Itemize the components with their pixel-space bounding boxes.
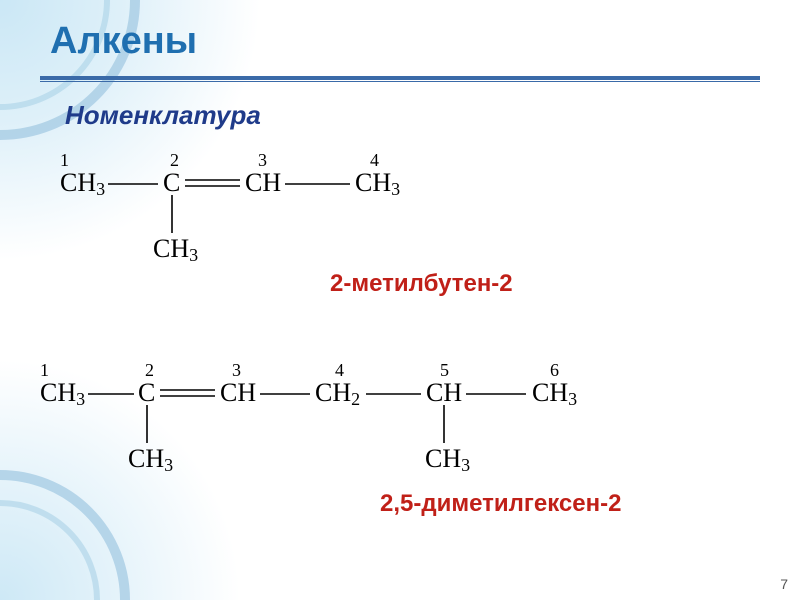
carbon-group: CH3: [425, 444, 470, 474]
slide: Алкены Номенклатура 1 2 3 4 CH3 C CH: [0, 0, 800, 600]
carbon-group: C: [138, 378, 155, 408]
page-number: 7: [780, 576, 788, 592]
bond-single: [366, 392, 421, 396]
carbon-group: CH2: [315, 378, 360, 408]
formula-2: 1 2 3 4 5 6 CH3 C CH CH2: [40, 360, 600, 510]
formula-1: 1 2 3 4 CH3 C CH CH3: [60, 150, 420, 290]
compound-name-1: 2-метилбутен-2: [330, 270, 513, 298]
carbon-group: CH: [426, 378, 462, 408]
carbon-group: CH3: [153, 234, 198, 264]
bond-single: [170, 195, 174, 233]
slide-title: Алкены: [50, 20, 197, 63]
carbon-group: CH3: [355, 168, 400, 198]
carbon-group: C: [163, 168, 180, 198]
carbon-group: CH: [245, 168, 281, 198]
carbon-group: CH: [220, 378, 256, 408]
bond-single: [145, 405, 149, 443]
bond-double: [185, 178, 240, 188]
carbon-group: CH3: [128, 444, 173, 474]
corner-decoration: [0, 500, 100, 600]
bond-single: [260, 392, 310, 396]
bond-single: [442, 405, 446, 443]
carbon-group: CH3: [60, 168, 105, 198]
compound-name-2: 2,5-диметилгексен-2: [380, 490, 621, 518]
carbon-group: CH3: [40, 378, 85, 408]
bond-double: [160, 388, 215, 398]
bond-single: [285, 182, 350, 186]
carbon-group: CH3: [532, 378, 577, 408]
bond-single: [466, 392, 526, 396]
bond-single: [88, 392, 134, 396]
bond-single: [108, 182, 158, 186]
slide-subtitle: Номенклатура: [65, 100, 261, 131]
title-underline: [40, 76, 760, 82]
